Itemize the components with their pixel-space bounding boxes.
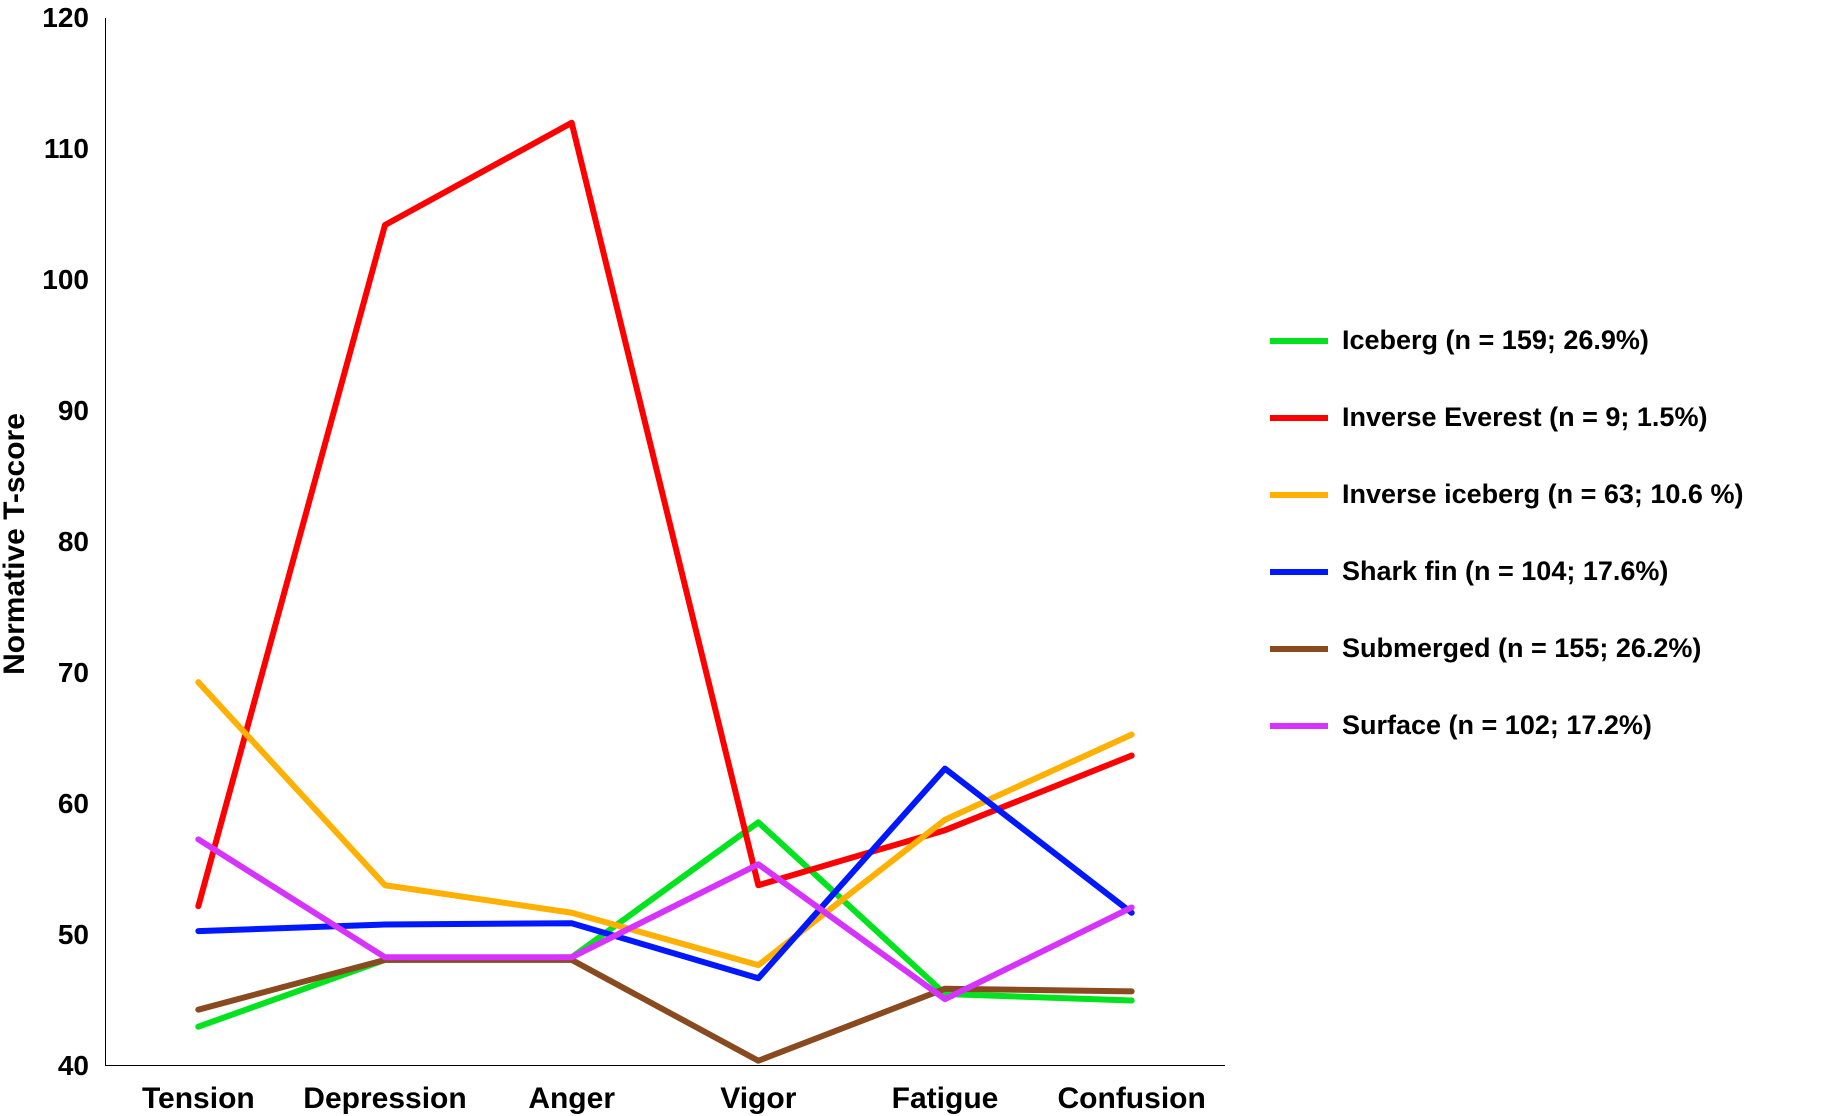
legend-item: Submerged (n = 155; 26.2%)	[1270, 633, 1743, 664]
legend-label: Iceberg (n = 159; 26.9%)	[1342, 325, 1649, 356]
y-tick-label: 120	[42, 2, 89, 34]
chart-container: Normative T-score Iceberg (n = 159; 26.9…	[0, 0, 1821, 1108]
y-tick-label: 110	[44, 133, 89, 165]
y-tick-label: 60	[58, 788, 89, 820]
legend-swatch	[1270, 415, 1328, 421]
legend-label: Inverse iceberg (n = 63; 10.6 %)	[1342, 479, 1743, 510]
x-tick-label: Depression	[303, 1082, 466, 1116]
y-axis-label: Normative T-score	[0, 20, 32, 1068]
plot-area	[105, 18, 1225, 1066]
legend: Iceberg (n = 159; 26.9%) Inverse Everest …	[1270, 325, 1743, 741]
y-tick-label: 50	[58, 919, 89, 951]
y-tick-label: 100	[42, 264, 89, 296]
series-line	[198, 682, 1131, 965]
x-tick-label: Vigor	[720, 1082, 796, 1116]
legend-swatch	[1270, 723, 1328, 729]
legend-item: Inverse iceberg (n = 63; 10.6 %)	[1270, 479, 1743, 510]
legend-swatch	[1270, 646, 1328, 652]
x-tick-label: Confusion	[1058, 1082, 1206, 1116]
line-chart-svg	[105, 18, 1225, 1066]
legend-item: Surface (n = 102; 17.2%)	[1270, 710, 1743, 741]
x-tick-label: Tension	[142, 1082, 255, 1116]
legend-label: Surface (n = 102; 17.2%)	[1342, 710, 1652, 741]
legend-item: Shark fin (n = 104; 17.6%)	[1270, 556, 1743, 587]
y-tick-label: 80	[58, 526, 89, 558]
legend-label: Shark fin (n = 104; 17.6%)	[1342, 556, 1668, 587]
legend-swatch	[1270, 492, 1328, 498]
y-tick-label: 70	[58, 657, 89, 689]
series-line	[198, 123, 1131, 906]
x-tick-label: Anger	[528, 1082, 615, 1116]
legend-swatch	[1270, 338, 1328, 344]
legend-item: Iceberg (n = 159; 26.9%)	[1270, 325, 1743, 356]
legend-label: Inverse Everest (n = 9; 1.5%)	[1342, 402, 1707, 433]
x-tick-label: Fatigue	[892, 1082, 999, 1116]
legend-label: Submerged (n = 155; 26.2%)	[1342, 633, 1701, 664]
legend-item: Inverse Everest (n = 9; 1.5%)	[1270, 402, 1743, 433]
y-tick-label: 40	[58, 1050, 89, 1082]
y-tick-label: 90	[58, 395, 89, 427]
legend-swatch	[1270, 569, 1328, 575]
